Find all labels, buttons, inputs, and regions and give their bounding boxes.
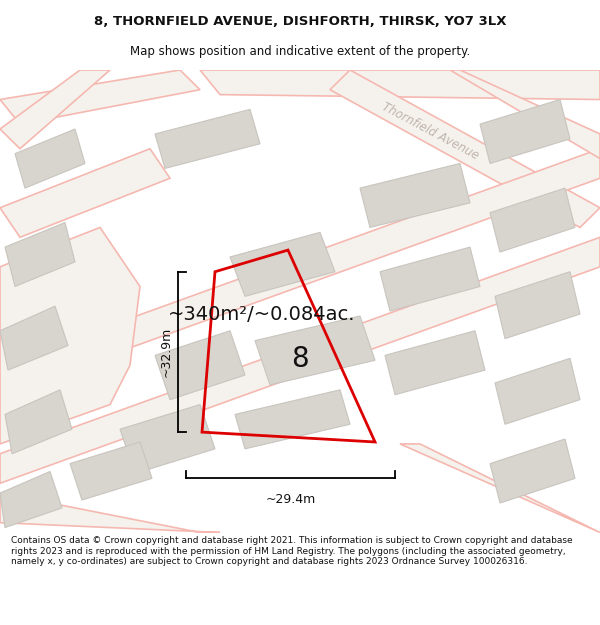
Polygon shape [330, 70, 600, 228]
Polygon shape [235, 390, 350, 449]
Polygon shape [255, 316, 375, 385]
Polygon shape [0, 306, 68, 370]
Polygon shape [0, 471, 62, 528]
Polygon shape [0, 238, 600, 483]
Polygon shape [480, 99, 570, 164]
Text: ~32.9m: ~32.9m [160, 327, 173, 377]
Text: Thornfield Avenue: Thornfield Avenue [379, 100, 481, 162]
Polygon shape [360, 164, 470, 228]
Polygon shape [0, 149, 600, 395]
Polygon shape [5, 222, 75, 286]
Polygon shape [230, 232, 335, 296]
Polygon shape [5, 390, 72, 454]
Polygon shape [70, 442, 152, 500]
Polygon shape [495, 358, 580, 424]
Polygon shape [0, 70, 110, 149]
Polygon shape [0, 70, 200, 124]
Text: ~29.4m: ~29.4m [265, 493, 316, 506]
Polygon shape [15, 129, 85, 188]
Polygon shape [0, 493, 220, 532]
Polygon shape [120, 404, 215, 474]
Text: ~340m²/~0.084ac.: ~340m²/~0.084ac. [168, 304, 355, 324]
Polygon shape [490, 188, 575, 252]
Polygon shape [495, 272, 580, 339]
Polygon shape [155, 331, 245, 399]
Polygon shape [380, 247, 480, 311]
Text: Contains OS data © Crown copyright and database right 2021. This information is : Contains OS data © Crown copyright and d… [11, 536, 572, 566]
Polygon shape [0, 228, 140, 444]
Polygon shape [490, 439, 575, 503]
Text: 8: 8 [291, 345, 309, 373]
Polygon shape [385, 331, 485, 395]
Polygon shape [0, 149, 170, 238]
Text: 8, THORNFIELD AVENUE, DISHFORTH, THIRSK, YO7 3LX: 8, THORNFIELD AVENUE, DISHFORTH, THIRSK,… [94, 16, 506, 28]
Text: Map shows position and indicative extent of the property.: Map shows position and indicative extent… [130, 45, 470, 58]
Polygon shape [155, 109, 260, 168]
Polygon shape [400, 444, 600, 532]
Polygon shape [200, 70, 600, 99]
Polygon shape [450, 70, 600, 159]
